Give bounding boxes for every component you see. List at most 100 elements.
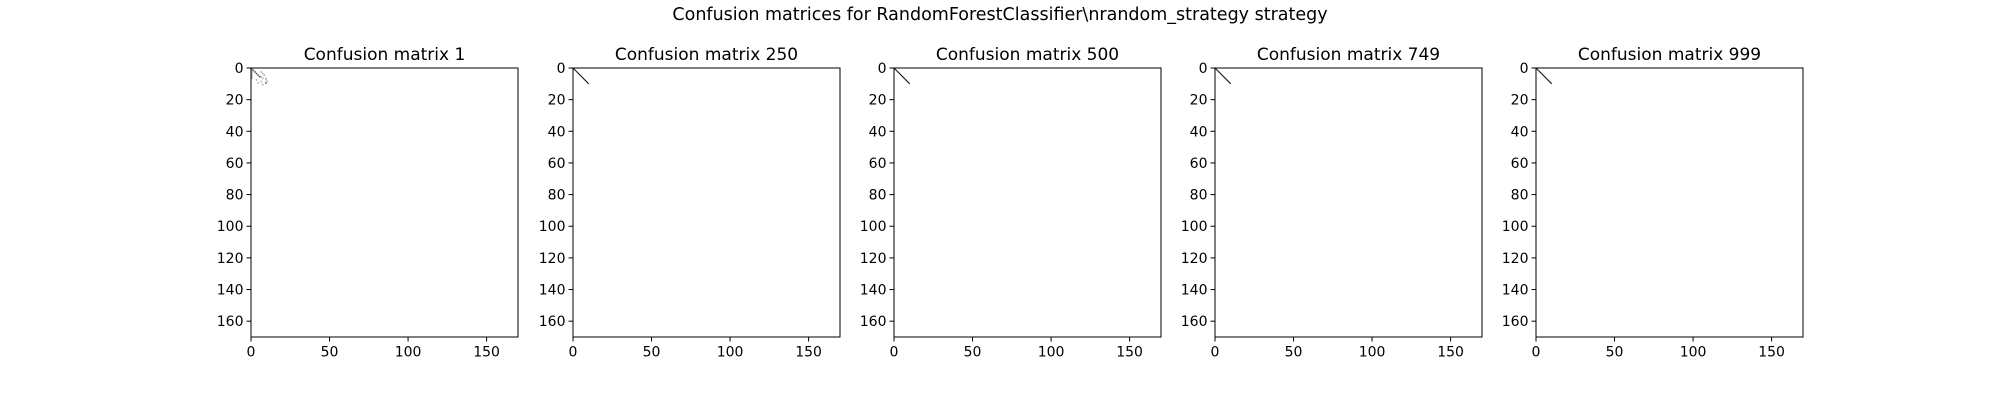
matrix-cell bbox=[251, 77, 253, 80]
matrix-cell bbox=[251, 72, 253, 75]
y-tick-label: 60 bbox=[548, 156, 566, 172]
matrix-cell bbox=[261, 83, 264, 86]
matrix-cell bbox=[257, 82, 259, 84]
matrix-diagonal bbox=[1214, 67, 1232, 85]
matrix-cell bbox=[251, 75, 253, 78]
subplot-title: Confusion matrix 250 bbox=[615, 45, 798, 65]
y-tick-label: 40 bbox=[1190, 124, 1208, 140]
x-tick-label: 150 bbox=[473, 345, 500, 361]
y-tick-label: 20 bbox=[1190, 93, 1208, 109]
y-tick-label: 100 bbox=[1181, 219, 1208, 235]
y-tick-label: 80 bbox=[1190, 188, 1208, 204]
x-tick-label: 100 bbox=[1680, 345, 1707, 361]
y-tick-label: 120 bbox=[217, 251, 244, 267]
x-tick-label: 50 bbox=[321, 345, 339, 361]
y-tick-label: 0 bbox=[235, 61, 244, 77]
x-tick-label: 0 bbox=[890, 345, 899, 361]
y-tick-label: 160 bbox=[1502, 314, 1529, 330]
subplot-2: Confusion matrix 250 0 50 100 150 0 20 40 60 80 10… bbox=[539, 45, 841, 361]
y-tick-label: 40 bbox=[869, 124, 887, 140]
x-tick-label: 50 bbox=[964, 345, 982, 361]
axes-frame bbox=[1214, 67, 1483, 338]
y-tick-label: 100 bbox=[1502, 219, 1529, 235]
x-tick-label: 0 bbox=[247, 345, 256, 361]
matrix-cell bbox=[255, 79, 258, 81]
y-tick-label: 80 bbox=[1511, 188, 1529, 204]
y-tick-label: 60 bbox=[226, 156, 244, 172]
subplot-title: Confusion matrix 999 bbox=[1578, 45, 1761, 65]
x-tick-label: 100 bbox=[395, 345, 422, 361]
y-tick-label: 160 bbox=[1181, 314, 1208, 330]
y-tick-label: 140 bbox=[860, 283, 887, 299]
y-tick-label: 120 bbox=[860, 251, 887, 267]
matrix-cell bbox=[265, 82, 267, 84]
matrix-cell bbox=[260, 75, 262, 78]
y-tick-label: 140 bbox=[217, 283, 244, 299]
x-tick-label: 150 bbox=[795, 345, 822, 361]
x-tick-label: 50 bbox=[1285, 345, 1303, 361]
axes-frame bbox=[250, 67, 519, 338]
matrix-diagonal bbox=[893, 67, 911, 85]
y-tick-label: 120 bbox=[539, 251, 566, 267]
y-tick-label: 160 bbox=[860, 314, 887, 330]
matrix-cell bbox=[257, 74, 259, 76]
subplot-title: Confusion matrix 500 bbox=[936, 45, 1119, 65]
y-tick-label: 100 bbox=[539, 219, 566, 235]
matrix-cell bbox=[255, 72, 258, 75]
y-tick-label: 140 bbox=[539, 283, 566, 299]
matrix-image bbox=[1215, 68, 1482, 337]
matrix-cell bbox=[265, 77, 267, 80]
axes-frame bbox=[893, 67, 1162, 338]
x-tick-label: 100 bbox=[1038, 345, 1065, 361]
y-tick-label: 140 bbox=[1502, 283, 1529, 299]
matrix-cell bbox=[261, 72, 264, 75]
x-tick-label: 100 bbox=[1359, 345, 1386, 361]
y-tick-label: 140 bbox=[1181, 283, 1208, 299]
matrix-image bbox=[573, 68, 840, 337]
matrix-cell bbox=[265, 79, 267, 81]
y-tick-label: 20 bbox=[869, 93, 887, 109]
figure-suptitle: Confusion matrices for RandomForestClass… bbox=[672, 5, 1328, 25]
x-tick-label: 0 bbox=[1211, 345, 1220, 361]
y-tick-label: 0 bbox=[557, 61, 566, 77]
subplot-title: Confusion matrix 749 bbox=[1257, 45, 1440, 65]
matrix-cell bbox=[260, 71, 262, 73]
y-tick-label: 20 bbox=[548, 93, 566, 109]
matrix-image bbox=[1536, 68, 1803, 337]
y-tick-label: 120 bbox=[1181, 251, 1208, 267]
y-tick-label: 20 bbox=[226, 93, 244, 109]
matrix-diagonal bbox=[572, 67, 590, 85]
matrix-cell bbox=[263, 74, 266, 76]
x-tick-label: 50 bbox=[643, 345, 661, 361]
y-tick-label: 40 bbox=[548, 124, 566, 140]
y-tick-label: 80 bbox=[226, 188, 244, 204]
matrix-cell bbox=[252, 69, 255, 72]
y-tick-label: 20 bbox=[1511, 93, 1529, 109]
matrix-cell bbox=[261, 77, 264, 80]
matrix-cell bbox=[251, 74, 253, 76]
y-tick-label: 80 bbox=[869, 188, 887, 204]
y-tick-label: 40 bbox=[1511, 124, 1529, 140]
subplot-title: Confusion matrix 1 bbox=[304, 45, 466, 65]
axes-frame bbox=[1535, 67, 1804, 338]
y-tick-label: 60 bbox=[869, 156, 887, 172]
matrix-image bbox=[251, 68, 518, 337]
matrix-cell bbox=[266, 80, 269, 83]
x-tick-label: 150 bbox=[1758, 345, 1785, 361]
x-tick-label: 0 bbox=[1532, 345, 1541, 361]
subplot-3: Confusion matrix 500 0 50 100 150 0 20 40 60 80 10… bbox=[860, 45, 1162, 361]
matrix-cell bbox=[251, 71, 253, 73]
subplot-4: Confusion matrix 749 0 50 100 150 0 20 40 60 80 10… bbox=[1181, 45, 1483, 361]
matrix-image bbox=[894, 68, 1161, 337]
y-tick-label: 0 bbox=[878, 61, 887, 77]
y-tick-label: 60 bbox=[1511, 156, 1529, 172]
subplot-1: Confusion matrix 1 0 50 100 150 0 20 40 60 80 100 1… bbox=[217, 45, 519, 361]
y-tick-label: 0 bbox=[1520, 61, 1529, 77]
y-tick-label: 80 bbox=[548, 188, 566, 204]
x-tick-label: 0 bbox=[569, 345, 578, 361]
x-tick-label: 150 bbox=[1437, 345, 1464, 361]
y-tick-label: 120 bbox=[1502, 251, 1529, 267]
y-tick-label: 100 bbox=[860, 219, 887, 235]
y-tick-label: 160 bbox=[539, 314, 566, 330]
